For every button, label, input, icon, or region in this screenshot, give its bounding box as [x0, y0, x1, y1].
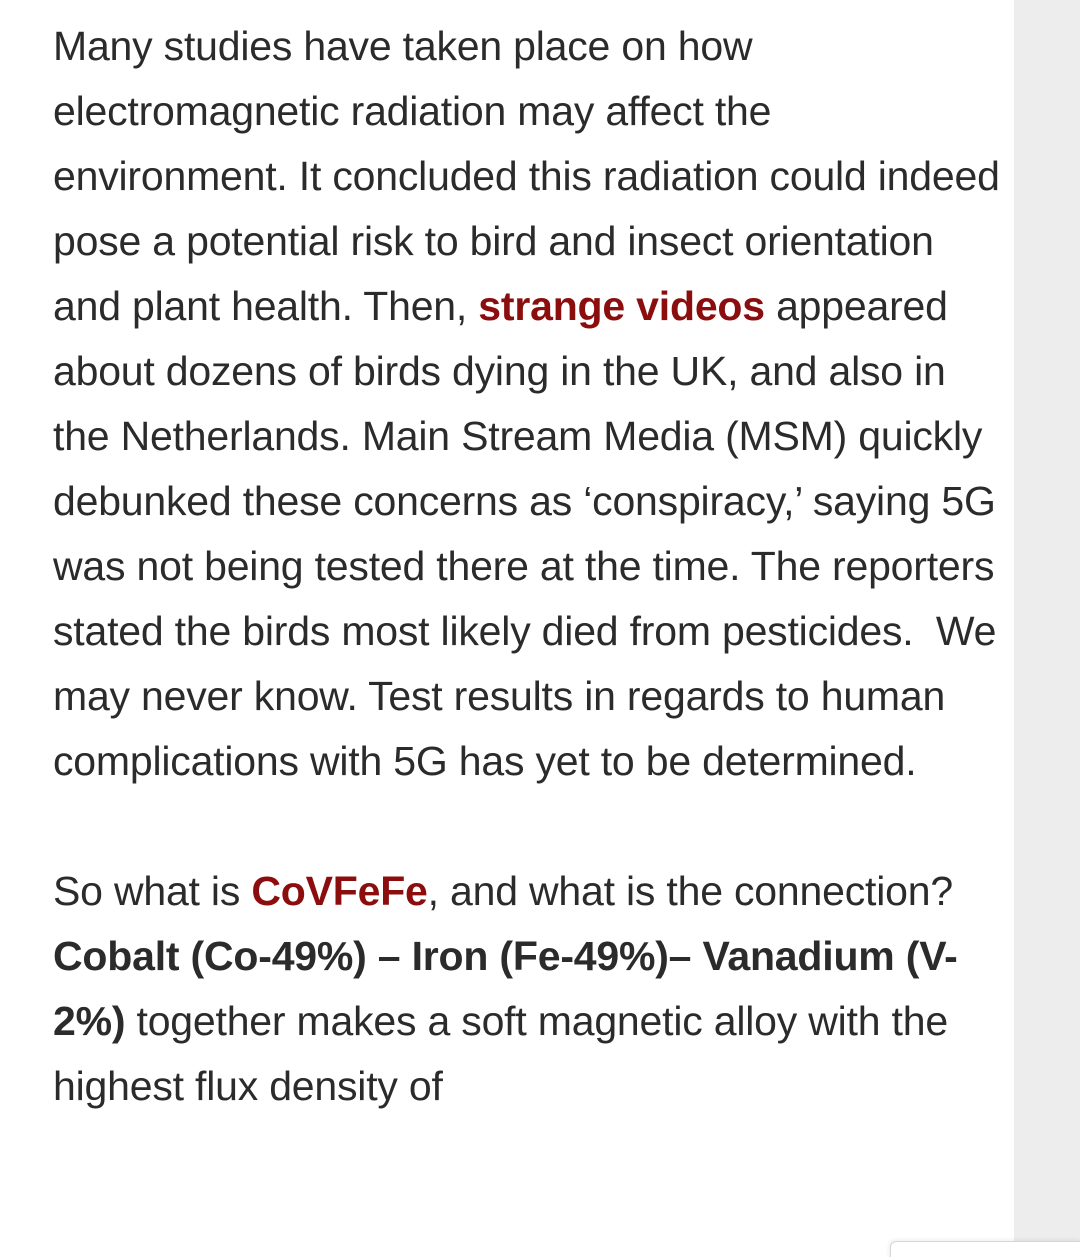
paragraph-1-text-after-link: appeared about dozens of birds dying in …	[53, 283, 997, 784]
paragraph-2-middle: , and what is the connection?	[427, 868, 953, 914]
article-paragraph-1: Many studies have taken place on how ele…	[53, 14, 1003, 794]
paragraph-1-text-before-link: Many studies have taken place on how ele…	[53, 23, 1000, 329]
right-side-rail	[1014, 0, 1080, 1257]
article-body: Many studies have taken place on how ele…	[53, 14, 1003, 1119]
strange-videos-link[interactable]: strange videos	[478, 283, 765, 329]
covfefe-link[interactable]: CoVFeFe	[251, 868, 428, 914]
alloy-composition-bold: Cobalt (Co-49%) – Iron (Fe-49%)– Vanadiu…	[53, 933, 958, 1044]
paragraph-2-intro: So what is	[53, 868, 252, 914]
bottom-corner-card	[890, 1241, 1080, 1257]
paragraph-2-text-after-bold: together makes a soft magnetic alloy wit…	[53, 998, 948, 1109]
article-paragraph-2: So what is CoVFeFe, and what is the conn…	[53, 859, 1003, 1119]
